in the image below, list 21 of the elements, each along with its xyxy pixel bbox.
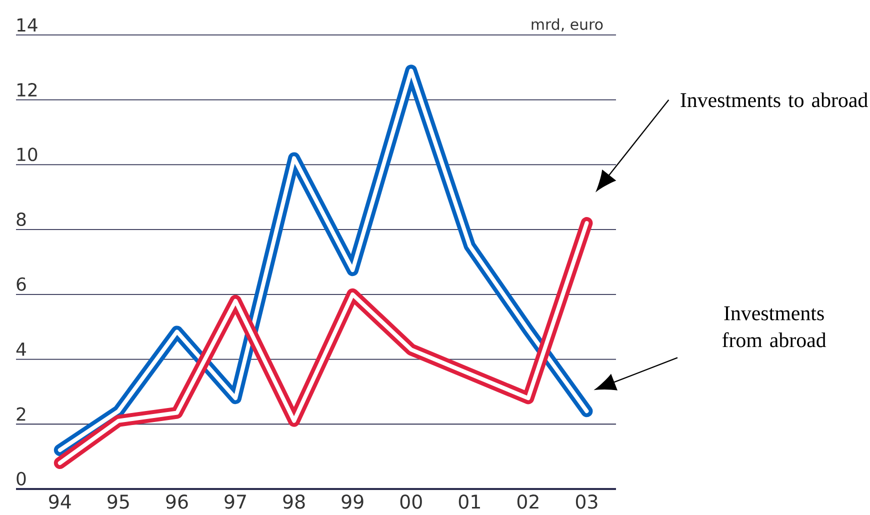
x-tick-label: 96 (166, 494, 188, 509)
y-tick-label: 8 (16, 212, 26, 226)
x-tick-label: 03 (576, 494, 598, 509)
y-tick-label: 2 (16, 407, 26, 421)
x-tick-label: 98 (283, 494, 305, 509)
x-tick-label: 94 (49, 494, 71, 509)
x-tick-label: 01 (458, 494, 480, 509)
y-tick-label: 10 (18, 148, 38, 162)
text: Investments to abroad (680, 92, 868, 108)
x-tick-label: 00 (400, 494, 422, 509)
text: Investments from abroad (722, 306, 826, 348)
y-axis-title: mrd, euro (532, 18, 603, 32)
x-tick-label: 95 (108, 494, 129, 509)
y-tick-label: 14 (18, 18, 38, 32)
y-tick-label: 4 (16, 342, 26, 356)
y-tick-label: 6 (16, 277, 26, 291)
x-tick-label: 99 (342, 494, 364, 509)
x-tick-label: 97 (224, 494, 246, 509)
y-tick-label: 12 (18, 83, 37, 96)
y-tick-label: 0 (16, 472, 26, 486)
x-tick-label: 02 (517, 494, 538, 509)
